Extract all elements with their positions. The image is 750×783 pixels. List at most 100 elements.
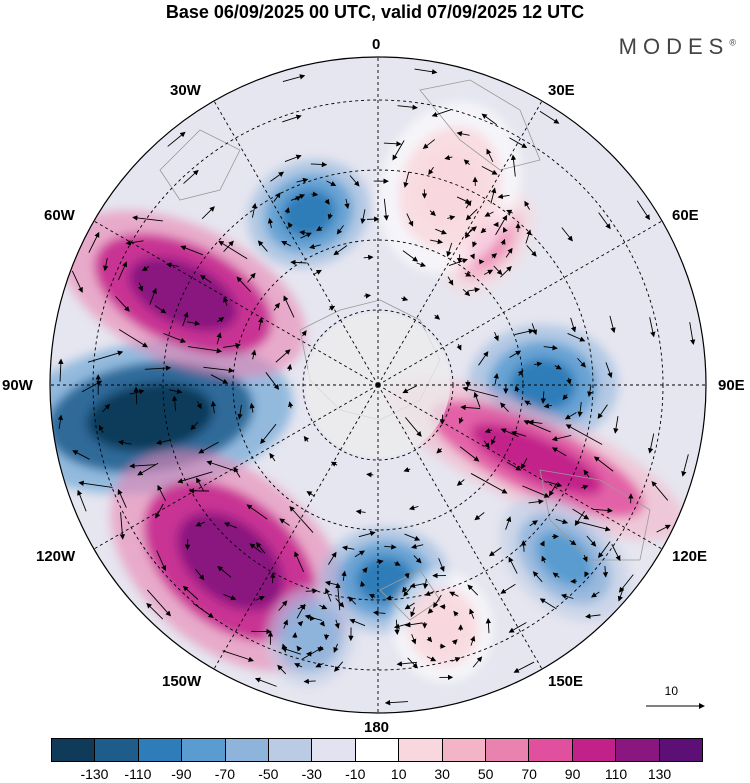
wind-arrow [509, 350, 522, 358]
wind-arrow [510, 154, 517, 177]
wind-arrow [491, 253, 498, 259]
registered-mark: ® [729, 37, 736, 48]
wind-arrow [436, 447, 443, 454]
wind-arrow [462, 288, 471, 297]
wind-arrow [348, 596, 357, 605]
wind-arrow [473, 391, 481, 408]
wind-arrow [318, 645, 325, 652]
wind-arrow [552, 572, 560, 578]
wind-arrow [483, 269, 494, 275]
wind-arrow [517, 369, 524, 376]
wind-arrow [222, 342, 241, 349]
wind-arrow [551, 447, 567, 457]
graticule [50, 57, 706, 713]
wind-arrow [327, 213, 333, 220]
wind-arrow [456, 343, 462, 351]
wind-arrow [137, 462, 159, 476]
wind-arrow [447, 276, 454, 286]
wind-arrow [206, 460, 238, 473]
wind-arrow [464, 226, 477, 237]
wind-arrow [77, 489, 87, 512]
wind-arrow [478, 351, 489, 366]
wind-arrow [363, 254, 374, 261]
wind-arrow [376, 559, 384, 565]
anomaly-features [50, 102, 686, 686]
wind-arrow [472, 656, 483, 668]
wind-arrow [324, 580, 340, 586]
wind-arrow [325, 587, 332, 602]
colorbar-tick-label: -70 [214, 766, 235, 782]
wind-arrow [539, 110, 560, 124]
wind-arrow [480, 227, 487, 234]
wind-arrow [190, 421, 199, 431]
wind-arrow [497, 193, 510, 200]
wind-arrow [409, 582, 425, 589]
wind-arrow [410, 607, 416, 618]
wind-arrow [132, 215, 163, 222]
wind-arrow [335, 598, 345, 608]
wind-arrow [355, 509, 366, 515]
wind-arrow [71, 270, 83, 293]
wind-arrow [469, 608, 475, 619]
wind-arrow [613, 416, 619, 434]
wind-arrow [456, 196, 471, 204]
wind-arrow [565, 424, 603, 445]
wind-arrow [605, 362, 613, 379]
wind-arrow [273, 302, 280, 311]
wind-arrow [689, 322, 696, 345]
colorbar-swatch [355, 739, 400, 761]
wind-arrow [309, 243, 321, 250]
wind-arrow [368, 594, 376, 599]
wind-arrow [411, 634, 417, 645]
wind-arrow [401, 296, 409, 302]
wind-arrow [514, 385, 520, 393]
wind-arrow [341, 570, 347, 581]
wind-arrow [58, 358, 64, 382]
meridian-line [377, 220, 663, 386]
wind-arrow [236, 276, 252, 293]
wind-arrow [288, 401, 294, 409]
wind-arrow [460, 404, 481, 411]
wind-arrow [586, 535, 597, 547]
wind-arrow [500, 265, 512, 278]
wind-arrow [155, 439, 171, 445]
wind-arrow [216, 332, 222, 345]
wind-arrow [247, 272, 256, 283]
wind-arrow [217, 565, 232, 578]
wind-arrow [469, 253, 475, 260]
wind-arrow [611, 544, 621, 562]
wind-arrow [296, 177, 309, 184]
anomaly-blob [50, 340, 293, 494]
wind-arrow [275, 349, 291, 363]
wind-arrow [265, 372, 280, 390]
wind-arrow [22, 445, 35, 462]
wind-arrow [296, 645, 302, 652]
wind-arrow [310, 161, 328, 168]
wind-arrow [129, 389, 145, 395]
wind-arrow [560, 593, 574, 599]
wind-arrow [485, 617, 492, 634]
wind-arrow [593, 456, 614, 472]
colorbar-tick-label: 110 [604, 766, 628, 782]
wind-arrow [304, 614, 323, 621]
wind-arrow [602, 566, 609, 578]
wind-arrow [333, 245, 348, 256]
lon-label-30w: 30W [170, 82, 201, 99]
wind-arrow [404, 622, 423, 628]
wind-arrow [324, 198, 330, 205]
wind-arrow [141, 265, 150, 272]
wind-arrow [283, 295, 295, 318]
lon-label-90e: 90E [718, 377, 745, 394]
wind-arrow [508, 622, 527, 633]
meridian-line [213, 100, 379, 386]
wind-arrow [144, 365, 172, 371]
wind-arrow [187, 346, 223, 354]
wind-arrow [218, 240, 248, 260]
wind-arrow [656, 524, 671, 533]
wind-arrow [198, 441, 219, 454]
wind-arrow [431, 109, 451, 118]
wind-arrow [404, 572, 410, 579]
colorbar-swatch [52, 739, 96, 761]
wind-arrow [403, 171, 410, 188]
colorbar-swatch [182, 739, 226, 761]
